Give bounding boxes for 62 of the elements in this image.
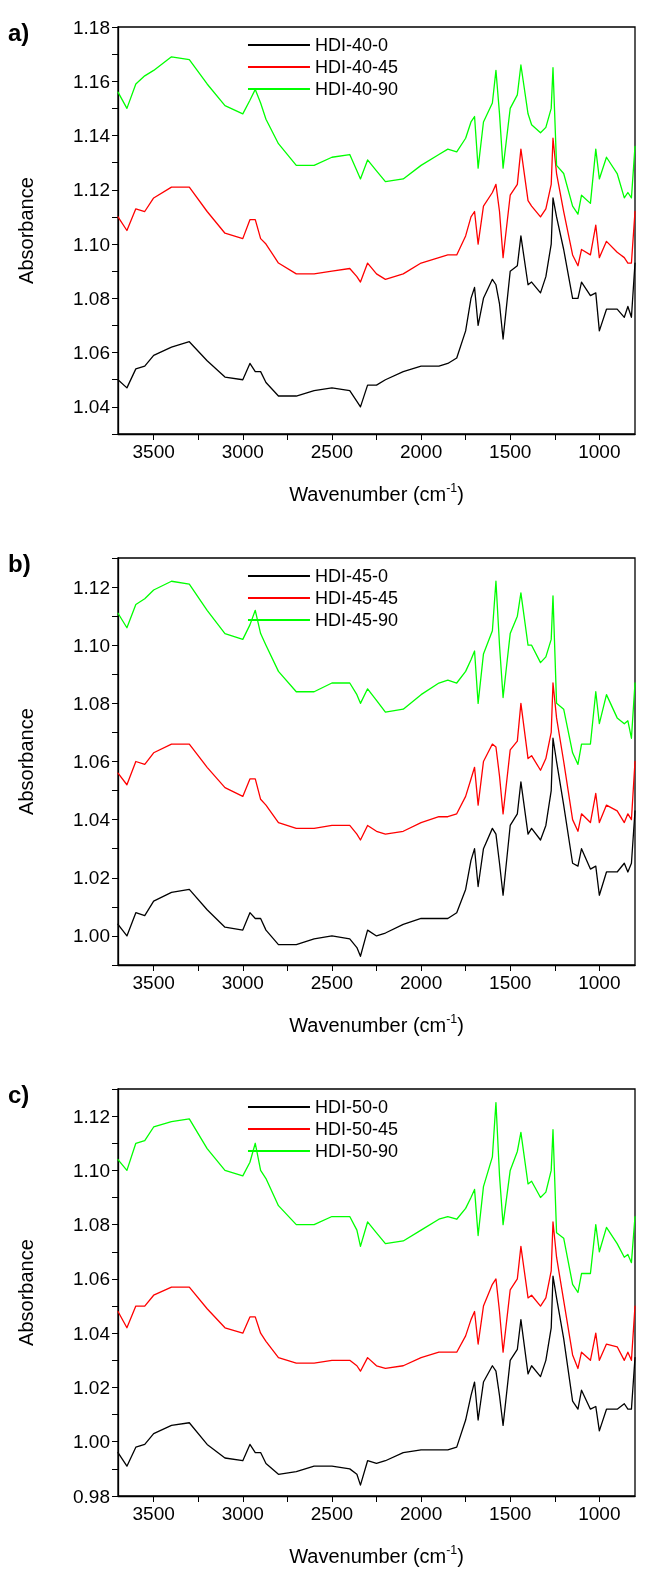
legend-label: HDI-40-90	[314, 79, 399, 99]
line-series	[117, 56, 636, 215]
x-tick-label: 2000	[399, 1503, 443, 1524]
y-tick-label: 1.06	[73, 751, 110, 772]
x-tick-label: 1000	[578, 1503, 621, 1524]
y-tick-label: 1.02	[73, 1376, 110, 1398]
y-tick-label: 1.02	[73, 867, 110, 889]
x-tick-label: 2500	[310, 441, 354, 462]
y-tick-label: 1.12	[73, 1105, 110, 1127]
y-tick-label: 1.10	[73, 233, 110, 255]
line-series	[117, 137, 636, 283]
legend-label: HDI-40-45	[314, 57, 399, 77]
legend-label: HDI-40-0	[314, 35, 389, 55]
text: a)	[8, 18, 30, 46]
line-series	[117, 580, 636, 766]
legend-label: HDI-45-45	[314, 588, 399, 608]
x-tick-label: 3000	[221, 1503, 264, 1524]
y-tick-label: 1.04	[73, 396, 111, 418]
x-tick-label: 1500	[489, 441, 532, 462]
y-tick-label: 1.00	[73, 1431, 110, 1453]
legend-label: HDI-50-45	[314, 1119, 399, 1139]
y-tick-label: 0.98	[73, 1485, 110, 1507]
x-tick-label: 3500	[132, 441, 175, 462]
legend-label: HDI-50-0	[314, 1097, 389, 1117]
x-tick-label: 1500	[489, 972, 532, 993]
x-tick-label: 3000	[221, 972, 264, 993]
x-tick-label: 2500	[310, 972, 354, 993]
legend-label: HDI-50-90	[314, 1141, 399, 1161]
y-tick-label: 1.10	[73, 634, 110, 656]
legend-label: HDI-45-90	[314, 610, 399, 630]
x-tick-label: 2000	[399, 441, 443, 462]
x-tick-label: 1000	[578, 972, 621, 993]
y-axis-title: Absorbance	[15, 1239, 37, 1346]
y-tick-label: 1.08	[73, 1214, 110, 1236]
text: c)	[8, 1080, 30, 1108]
y-tick-label: 1.08	[73, 692, 110, 714]
y-tick-label: 1.06	[73, 342, 110, 364]
y-tick-label: 1.14	[73, 125, 111, 147]
y-tick-label: 1.16	[73, 70, 110, 92]
line-series	[117, 682, 636, 841]
x-tick-label: 2000	[399, 972, 443, 993]
text: b)	[8, 549, 31, 577]
y-tick-label: 1.12	[73, 576, 110, 598]
x-tick-label: 3500	[132, 1503, 175, 1524]
y-tick-label: 1.06	[73, 1268, 110, 1290]
x-tick-label: 3500	[132, 972, 175, 993]
line-series	[117, 1101, 636, 1294]
y-tick-label: 1.18	[73, 16, 110, 38]
y-axis-title: Absorbance	[15, 177, 37, 284]
y-tick-label: 1.08	[73, 287, 110, 309]
y-tick-label: 1.10	[73, 1159, 110, 1181]
y-tick-label: 1.04	[73, 1322, 111, 1344]
x-tick-label: 1500	[489, 1503, 532, 1524]
y-tick-label: 1.00	[73, 925, 110, 947]
y-tick-label: 1.12	[73, 179, 110, 201]
y-axis-title: Absorbance	[15, 708, 37, 815]
x-tick-label: 2500	[310, 1503, 354, 1524]
x-tick-label: 3000	[221, 441, 264, 462]
x-tick-label: 1000	[578, 441, 621, 462]
y-tick-label: 1.04	[73, 809, 111, 831]
legend-label: HDI-45-0	[314, 566, 389, 586]
line-series	[117, 1221, 636, 1372]
